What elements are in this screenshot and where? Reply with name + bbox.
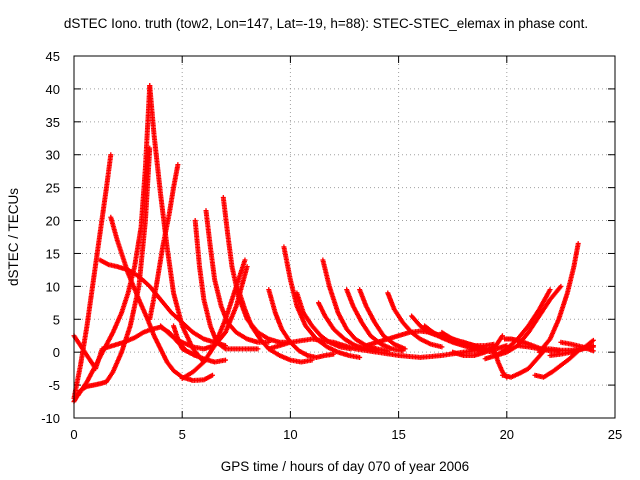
tick-labels: 0 5 10 15 20 25 -10 -5 0 5 10 15 20 25 30 35 40 45 [41,49,622,442]
y-tick-label: 0 [53,345,60,360]
chart-title: dSTEC Iono. truth (tow2, Lon=147, Lat=-1… [64,16,588,31]
data-point [175,162,181,168]
grid [74,56,615,418]
data-point [590,348,596,354]
y-tick-label: 20 [46,214,60,229]
data-point [547,287,553,293]
data-point [439,344,445,350]
x-tick-label: 25 [608,427,622,442]
series-40 [569,337,596,355]
y-tick-label: 5 [53,312,60,327]
x-tick-label: 10 [283,427,297,442]
data-point [209,372,215,378]
plot-frame [73,55,616,419]
x-tick-label: 5 [179,427,186,442]
data-point [222,357,228,363]
data-point [242,257,248,263]
data-point [590,337,596,343]
data-point [590,343,596,349]
y-tick-label: 15 [46,246,60,261]
data-point [255,346,261,352]
x-tick-label: 20 [500,427,514,442]
x-axis-label: GPS time / hours of day 070 of year 2006 [221,459,469,474]
y-tick-label: 10 [46,279,60,294]
y-tick-label: 25 [46,181,60,196]
data-point [575,241,581,247]
series-35 [532,348,581,380]
series-7 [147,162,181,322]
y-tick-label: 45 [46,49,60,64]
series-6 [97,257,228,349]
series-31 [499,346,549,380]
series-9 [192,218,261,352]
series-22 [385,290,445,350]
series-36 [536,241,581,355]
data-point [499,333,505,339]
series-14 [235,287,315,365]
series-20 [344,287,406,354]
series-8 [171,323,228,365]
data-point [244,264,250,270]
y-tick-label: -5 [48,378,60,393]
data-points [71,83,596,405]
data-point [108,152,114,158]
x-tick-label: 0 [70,427,77,442]
y-tick-label: 35 [46,115,60,130]
series-34 [482,283,564,362]
data-point [357,354,363,360]
data-point [402,346,408,352]
y-axis-label: dSTEC / TECUs [6,188,21,286]
data-point [558,283,564,289]
y-tick-label: 40 [46,82,60,97]
y-tick-label: 30 [46,148,60,163]
data-point [147,145,153,151]
y-tick-label: -10 [41,411,60,426]
series-16 [281,244,363,360]
x-tick-label: 15 [391,427,405,442]
series-21 [357,287,408,352]
